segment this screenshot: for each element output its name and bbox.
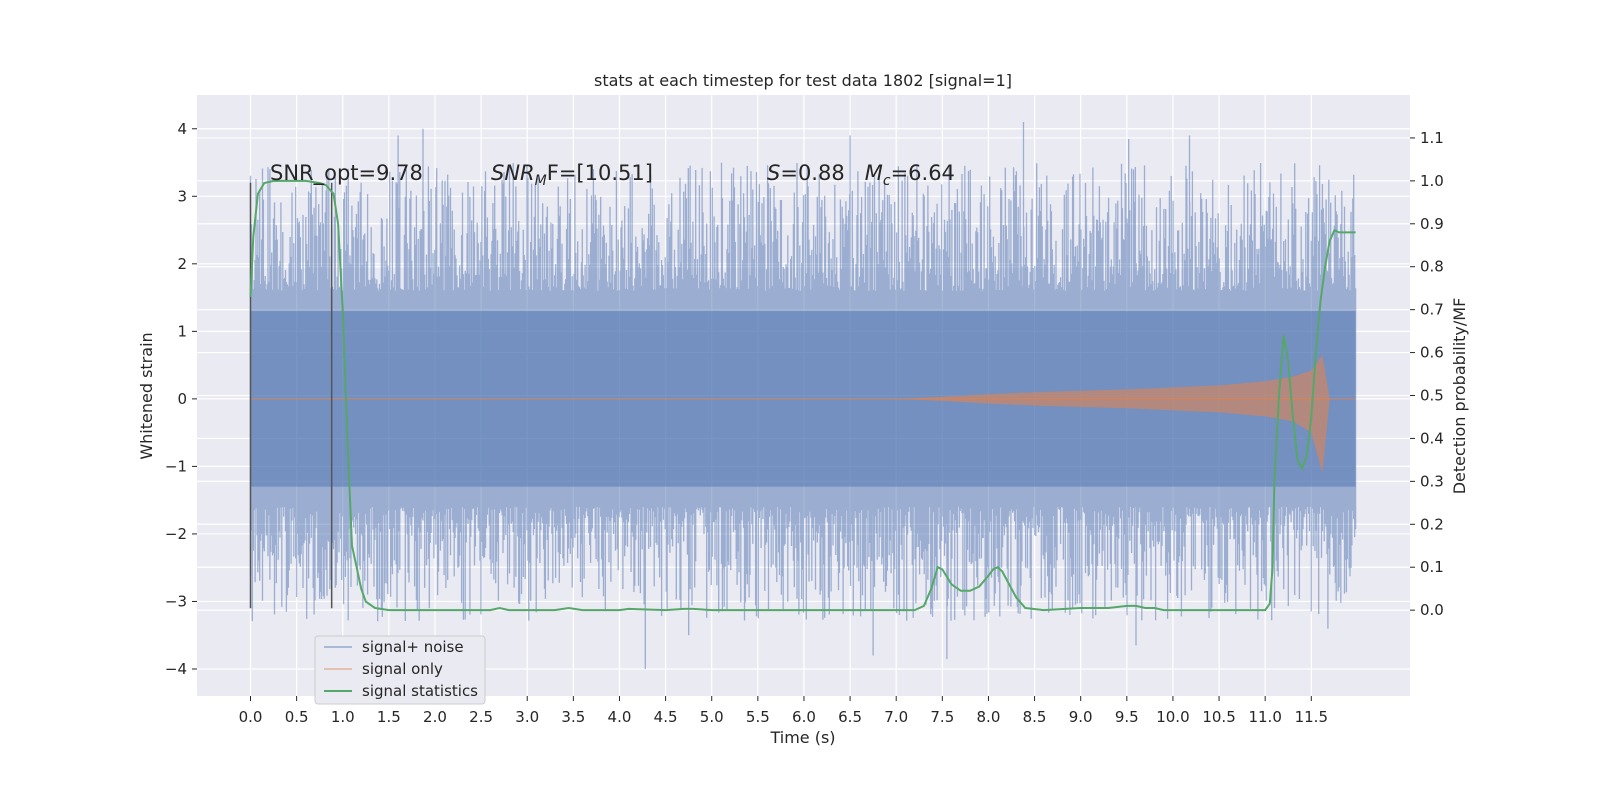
y-right-tick-label-4: 0.7 xyxy=(1420,301,1444,319)
x-tick-label-1: 0.5 xyxy=(285,708,309,726)
y-left-tick-label-3: 1 xyxy=(177,322,187,340)
annotation-s-mc: S=0.88 Mc=6.64 xyxy=(767,161,955,189)
x-tick-label-13: 6.5 xyxy=(838,708,862,726)
y-axis-label-right: Detection probability/MF xyxy=(1450,298,1469,495)
x-tick-label-8: 4.0 xyxy=(608,708,632,726)
y-right-tick-label-8: 0.3 xyxy=(1420,472,1444,490)
y-right-tick-label-9: 0.2 xyxy=(1420,515,1444,533)
x-tick-label-21: 10.5 xyxy=(1202,708,1235,726)
x-tick-label-20: 10.0 xyxy=(1156,708,1189,726)
annotation-snr-opt: SNR_opt=9.78 xyxy=(270,161,423,186)
y-left-tick-label-1: 3 xyxy=(177,187,187,205)
y-left-tick-label-4: 0 xyxy=(177,390,187,408)
x-tick-label-19: 9.5 xyxy=(1115,708,1139,726)
signal-statistics-line xyxy=(249,179,1356,612)
legend-label-signal-only: signal only xyxy=(362,660,443,678)
x-tick-label-3: 1.5 xyxy=(377,708,401,726)
x-tick-label-16: 8.0 xyxy=(977,708,1001,726)
x-tick-label-17: 8.5 xyxy=(1023,708,1047,726)
x-tick-label-14: 7.0 xyxy=(884,708,908,726)
x-tick-label-4: 2.0 xyxy=(423,708,447,726)
x-tick-label-23: 11.5 xyxy=(1295,708,1328,726)
legend: signal+ noise signal only signal statist… xyxy=(314,635,486,705)
y-left-tick-label-5: −1 xyxy=(165,457,187,475)
x-tick-label-0: 0.0 xyxy=(239,708,263,726)
legend-box xyxy=(314,635,486,705)
x-tick-label-5: 2.5 xyxy=(469,708,493,726)
y-right-tick-label-5: 0.6 xyxy=(1420,344,1444,362)
y-left-tick-label-0: 4 xyxy=(177,120,187,138)
x-tick-label-7: 3.5 xyxy=(561,708,585,726)
y-right-tick-label-0: 1.1 xyxy=(1420,129,1444,147)
annotation-s-value: =0.88 xyxy=(780,161,864,185)
annotation-mc-symbol: M xyxy=(865,161,883,185)
annotation-snr-mf-symbol: SNR xyxy=(491,161,535,185)
y-right-tick-label-7: 0.4 xyxy=(1420,429,1444,447)
y-left-tick-label-2: 2 xyxy=(177,255,187,273)
x-tick-label-10: 5.0 xyxy=(700,708,724,726)
legend-label-signal-noise: signal+ noise xyxy=(362,638,464,656)
y-right-tick-label-10: 0.1 xyxy=(1420,558,1444,576)
x-tick-label-22: 11.0 xyxy=(1248,708,1281,726)
y-right-tick-label-11: 0.0 xyxy=(1420,601,1444,619)
annotation-snr-mf-subscript: M xyxy=(535,173,547,189)
y-right-tick-label-3: 0.8 xyxy=(1420,258,1444,276)
x-tick-label-11: 5.5 xyxy=(746,708,770,726)
annotation-s-symbol: S xyxy=(767,161,780,185)
y-left-tick-label-8: −4 xyxy=(165,660,187,678)
y-left-tick-label-6: −2 xyxy=(165,525,187,543)
annotation-snr-mf-value: F=[10.51] xyxy=(547,161,653,185)
x-tick-label-15: 7.5 xyxy=(930,708,954,726)
legend-label-signal-statistics: signal statistics xyxy=(362,682,478,700)
y-right-tick-label-6: 0.5 xyxy=(1420,387,1444,405)
x-tick-label-2: 1.0 xyxy=(331,708,355,726)
annotation-mc-subscript: c xyxy=(883,173,891,189)
x-tick-label-18: 9.0 xyxy=(1069,708,1093,726)
x-tick-label-6: 3.0 xyxy=(515,708,539,726)
y-left-tick-label-7: −3 xyxy=(165,592,187,610)
chart-title: stats at each timestep for test data 180… xyxy=(594,71,1012,90)
x-tick-label-12: 6.0 xyxy=(792,708,816,726)
y-right-tick-label-1: 1.0 xyxy=(1420,172,1444,190)
annotation-mc-value: =6.64 xyxy=(891,161,955,185)
x-axis-label: Time (s) xyxy=(769,728,835,747)
x-tick-label-9: 4.5 xyxy=(654,708,678,726)
y-axis-label-left: Whitened strain xyxy=(137,332,156,459)
annotation-snr-mf: SNRMF=[10.51] xyxy=(491,161,653,189)
y-right-tick-label-2: 0.9 xyxy=(1420,215,1444,233)
